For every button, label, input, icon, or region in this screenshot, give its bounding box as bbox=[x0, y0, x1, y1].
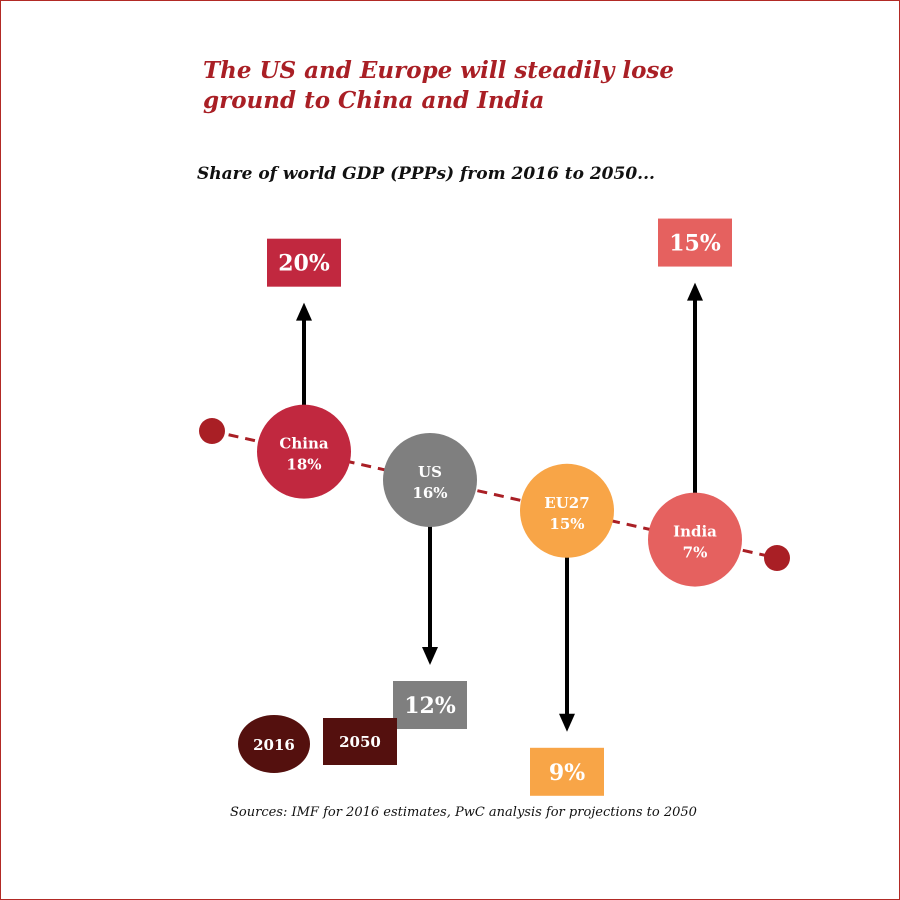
box-2050-china bbox=[267, 238, 341, 287]
label-2050-china: 20% bbox=[278, 251, 330, 277]
label-2016-eu27: 15% bbox=[549, 515, 584, 533]
group-us: 12% US 16% bbox=[383, 433, 477, 730]
chart-title: The US and Europe will steadily lose gro… bbox=[203, 57, 675, 114]
group-china: 20% China 18% bbox=[257, 238, 351, 499]
trend-endpoint-start bbox=[199, 418, 225, 444]
legend: 2016 2050 bbox=[238, 715, 397, 773]
box-2050-india bbox=[658, 218, 732, 267]
name-eu27: EU27 bbox=[544, 494, 589, 512]
chart-subtitle: Share of world GDP (PPPs) from 2016 to 2… bbox=[197, 164, 655, 184]
group-eu27: 9% EU27 15% bbox=[520, 463, 614, 796]
label-2016-india: 7% bbox=[683, 544, 708, 562]
bubble-2016-eu27 bbox=[520, 463, 614, 558]
arrowhead-china bbox=[296, 302, 312, 321]
trend-endpoint-end bbox=[764, 545, 790, 571]
name-india: India bbox=[673, 523, 717, 541]
arrowhead-india bbox=[687, 282, 703, 301]
legend-label-circle: 2016 bbox=[253, 736, 295, 754]
legend-swatch-circle bbox=[238, 715, 310, 773]
legend-label-rectangle: 2050 bbox=[339, 733, 381, 751]
source-note: Sources: IMF for 2016 estimates, PwC ana… bbox=[230, 805, 697, 820]
box-2050-us bbox=[393, 681, 467, 730]
group-india: 15% India 7% bbox=[648, 218, 742, 587]
label-2016-china: 18% bbox=[286, 456, 321, 474]
label-2016-us: 16% bbox=[412, 484, 447, 502]
label-2050-india: 15% bbox=[669, 231, 721, 257]
bubble-2016-china bbox=[257, 404, 351, 499]
box-2050-eu27 bbox=[530, 747, 604, 796]
name-us: US bbox=[418, 463, 442, 481]
bubble-2016-us bbox=[383, 433, 477, 528]
bubble-2016-india bbox=[648, 492, 742, 587]
label-2050-us: 12% bbox=[404, 693, 456, 719]
arrowhead-eu27 bbox=[559, 713, 575, 732]
legend-swatch-rectangle bbox=[323, 718, 397, 765]
arrowhead-us bbox=[422, 647, 438, 666]
name-china: China bbox=[279, 435, 328, 453]
label-2050-eu27: 9% bbox=[549, 760, 585, 786]
